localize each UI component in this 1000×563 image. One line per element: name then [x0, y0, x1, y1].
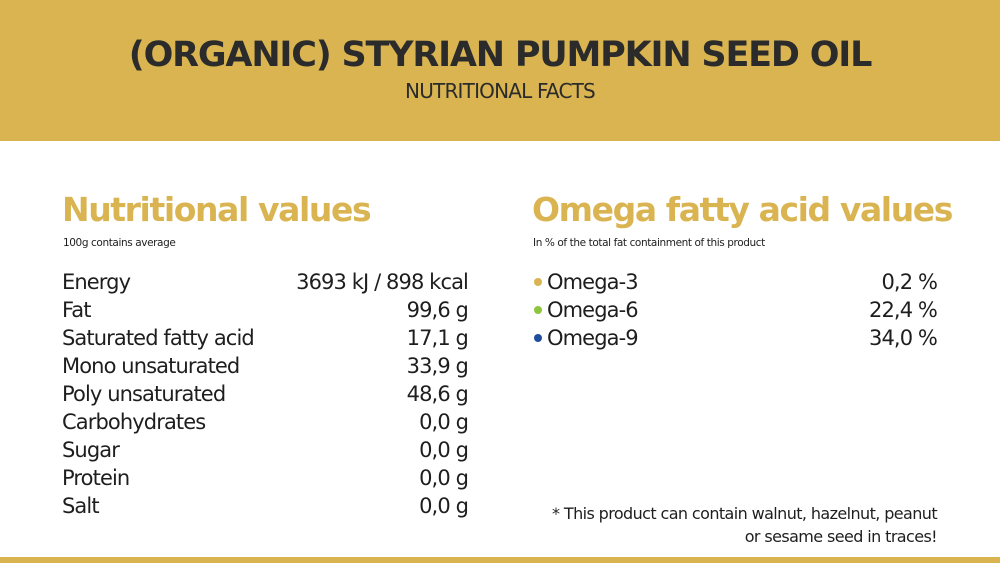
page-subtitle: NUTRITIONAL FACTS [405, 79, 596, 103]
page-title: (ORGANIC) STYRIAN PUMPKIN SEED OIL [128, 35, 873, 75]
nutrition-row-mono: Mono unsaturated 33,9 g [62, 352, 469, 380]
row-label: Salt [62, 494, 100, 518]
row-value: 0,0 g [419, 410, 469, 434]
nutrition-row-saturated: Saturated fatty acid 17,1 g [62, 324, 469, 352]
footnote-line-1: * This product can contain walnut, hazel… [552, 504, 938, 523]
row-value: 22,4 % [869, 298, 938, 322]
row-label: Omega-6 [547, 298, 639, 322]
bottom-accent-bar [0, 557, 1000, 563]
nutrition-row-energy: Energy 3693 kJ / 898 kcal [62, 268, 469, 296]
omega-note: In % of the total fat containment of thi… [533, 237, 765, 249]
header-banner: (ORGANIC) STYRIAN PUMPKIN SEED OIL NUTRI… [0, 0, 1000, 141]
nutrition-table: Energy 3693 kJ / 898 kcal Fat 99,6 g Sat… [62, 268, 469, 520]
row-label: Protein [62, 466, 130, 490]
omega-row-3: Omega-3 0,2 % [532, 268, 938, 296]
row-value: 0,2 % [881, 270, 937, 294]
row-label: Poly unsaturated [62, 382, 226, 406]
row-value: 17,1 g [406, 326, 469, 350]
row-label: Saturated fatty acid [62, 326, 255, 350]
row-label: Omega-9 [547, 326, 639, 350]
omega-row-6: Omega-6 22,4 % [532, 296, 938, 324]
row-value: 34,0 % [869, 326, 938, 350]
row-label: Mono unsaturated [62, 354, 240, 378]
nutrition-heading: Nutritional values [62, 190, 372, 229]
nutrition-row-fat: Fat 99,6 g [62, 296, 469, 324]
nutrition-row-sugar: Sugar 0,0 g [62, 436, 469, 464]
row-value: 99,6 g [406, 298, 469, 322]
row-value: 48,6 g [406, 382, 469, 406]
allergen-footnote: * This product can contain walnut, hazel… [552, 502, 938, 548]
row-value: 0,0 g [419, 438, 469, 462]
row-label: Omega-3 [547, 270, 639, 294]
row-value: 0,0 g [419, 494, 469, 518]
omega-6-dot-icon [534, 306, 542, 314]
nutrition-row-protein: Protein 0,0 g [62, 464, 469, 492]
row-label: Carbohydrates [62, 410, 206, 434]
nutrition-row-carbohydrates: Carbohydrates 0,0 g [62, 408, 469, 436]
omega-9-dot-icon [534, 334, 542, 342]
row-value: 3693 kJ / 898 kcal [296, 270, 469, 294]
footnote-line-2: or sesame seed in traces! [744, 527, 938, 546]
omega-table: Omega-3 0,2 % Omega-6 22,4 % Omega-9 34,… [532, 268, 938, 352]
row-label: Energy [62, 270, 131, 294]
omega-row-9: Omega-9 34,0 % [532, 324, 938, 352]
row-label: Fat [62, 298, 91, 322]
row-value: 33,9 g [406, 354, 469, 378]
nutrition-note: 100g contains average [63, 237, 176, 249]
omega-3-dot-icon [534, 278, 542, 286]
row-value: 0,0 g [419, 466, 469, 490]
omega-heading: Omega fatty acid values [532, 190, 953, 229]
nutrition-row-salt: Salt 0,0 g [62, 492, 469, 520]
row-label: Sugar [62, 438, 120, 462]
nutrition-row-poly: Poly unsaturated 48,6 g [62, 380, 469, 408]
